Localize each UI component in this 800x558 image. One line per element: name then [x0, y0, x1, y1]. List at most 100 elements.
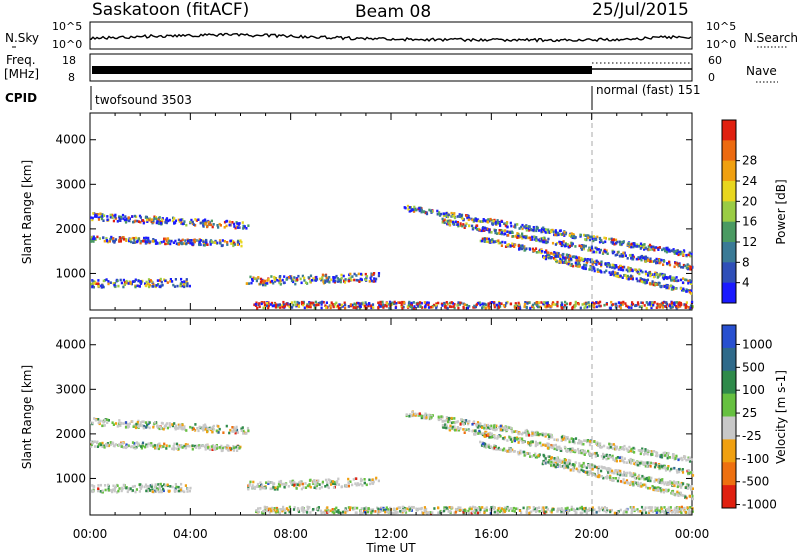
velocity-data-point: [580, 512, 582, 515]
velocity-data-point: [375, 477, 377, 480]
velocity-data-point: [567, 449, 569, 452]
power-data-point: [273, 304, 275, 307]
velocity-data-point: [155, 483, 157, 486]
power-data-point: [122, 214, 124, 217]
power-data-point: [512, 231, 514, 234]
power-data-point: [578, 256, 580, 259]
velocity-data-point: [570, 451, 572, 454]
velocity-data-point: [614, 512, 616, 515]
power-data-point: [538, 301, 540, 304]
velocity-data-point: [598, 443, 600, 446]
velocity-data-point: [119, 422, 121, 425]
velocity-data-point: [203, 427, 205, 430]
power-data-point: [618, 301, 620, 304]
velocity-data-point: [428, 511, 430, 514]
velocity-data-point: [446, 416, 448, 419]
power-data-point: [616, 266, 618, 269]
power-data-point: [298, 305, 300, 308]
power-data-point: [200, 239, 202, 242]
velocity-data-point: [631, 509, 633, 512]
velocity-data-point: [459, 427, 461, 430]
power-data-point: [119, 237, 121, 240]
velocity-data-point: [542, 444, 544, 447]
power-data-point: [545, 231, 547, 234]
velocity-data-point: [468, 429, 470, 432]
velocity-data-point: [473, 420, 475, 423]
power-data-point: [379, 301, 381, 304]
power-data-point: [628, 270, 630, 273]
power-data-point: [145, 240, 147, 243]
power-data-point: [542, 241, 544, 244]
power-data-point: [459, 302, 461, 305]
velocity-data-point: [344, 511, 346, 514]
velocity-data-point: [600, 466, 602, 469]
velocity-data-point: [156, 489, 158, 492]
velocity-data-point: [174, 489, 176, 492]
power-data-point: [589, 258, 591, 261]
power-data-point: [630, 246, 632, 249]
power-data-point: [430, 210, 432, 213]
power-data-point: [625, 274, 627, 277]
power-data-point: [687, 263, 689, 266]
velocity-data-point: [372, 510, 374, 513]
velocity-data-point: [229, 447, 231, 450]
velocity-data-point: [440, 415, 442, 418]
power-data-point: [622, 255, 624, 258]
velocity-data-point: [587, 439, 589, 442]
power-data-point: [471, 219, 473, 222]
power-data-point: [193, 223, 195, 226]
power-data-point: [245, 227, 247, 230]
velocity-data-point: [244, 432, 246, 435]
power-data-point: [680, 302, 682, 305]
velocity-data-point: [519, 450, 521, 453]
power-data-point: [368, 302, 370, 305]
power-data-point: [532, 304, 534, 307]
power-data-point: [98, 218, 100, 221]
power-data-point: [622, 252, 624, 255]
power-data-point: [473, 219, 475, 222]
power-data-point: [186, 282, 188, 285]
velocity-data-point: [134, 485, 136, 488]
velocity-data-point: [634, 473, 636, 476]
velocity-data-point: [269, 508, 271, 511]
power-data-point: [178, 243, 180, 246]
power-data-point: [134, 280, 136, 283]
power-data-point: [664, 276, 666, 279]
velocity-data-point: [164, 485, 166, 488]
velocity-data-point: [563, 510, 565, 513]
velocity-data-point: [228, 432, 230, 435]
power-data-point: [142, 240, 144, 243]
velocity-data-point: [114, 490, 116, 493]
power-data-point: [594, 302, 596, 305]
velocity-data-point: [586, 467, 588, 470]
velocity-data-point: [169, 422, 171, 425]
velocity-data-point: [152, 490, 154, 493]
velocity-data-point: [247, 427, 249, 430]
power-data-point: [354, 303, 356, 306]
power-data-point: [632, 303, 634, 306]
velocity-data-point: [616, 460, 618, 463]
power-data-point: [264, 304, 266, 307]
power-data-point: [294, 283, 296, 286]
velocity-data-point: [644, 509, 646, 512]
velocity-data-point: [687, 469, 689, 472]
power-data-point: [437, 302, 439, 305]
power-data-point: [608, 238, 610, 241]
velocity-data-point: [630, 462, 632, 465]
velocity-data-point: [642, 509, 644, 512]
power-data-point: [159, 216, 161, 219]
power-data-point: [114, 214, 116, 217]
velocity-data-point: [101, 425, 103, 428]
power-data-point: [630, 307, 632, 310]
velocity-data-point: [133, 425, 135, 428]
power-data-point: [360, 278, 362, 281]
velocity-data-point: [655, 451, 657, 454]
velocity-data-point: [553, 438, 555, 441]
velocity-data-point: [648, 510, 650, 513]
power-data-point: [137, 240, 139, 243]
power-data-point: [585, 268, 587, 271]
velocity-data-point: [183, 491, 185, 494]
velocity-data-point: [608, 443, 610, 446]
